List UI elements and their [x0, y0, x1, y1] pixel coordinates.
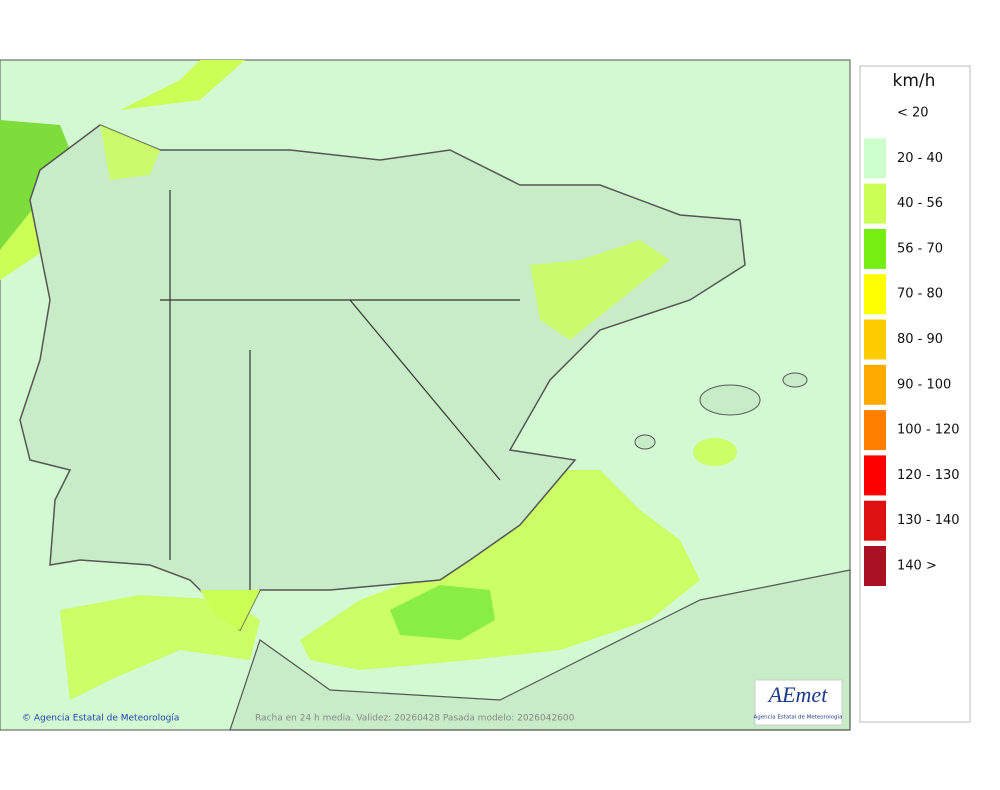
legend-label: 40 - 56: [897, 196, 943, 211]
legend-label: 100 - 120: [897, 423, 960, 438]
legend-swatch: [864, 93, 886, 133]
legend-swatch: [864, 319, 886, 360]
wind-zone: [390, 585, 495, 640]
logo-subtitle: Agencia Estatal de Meteorología: [754, 714, 843, 721]
logo-box: [754, 679, 843, 726]
legend-label: 90 - 100: [897, 377, 951, 392]
wind-zone: [60, 595, 260, 700]
legend-label: < 20: [897, 106, 929, 121]
africa: [229, 569, 851, 731]
legend-swatch: [864, 274, 886, 315]
region-border: [160, 190, 520, 590]
legend-swatch: [864, 410, 886, 451]
wind-zone: [530, 240, 670, 340]
map: © Agencia Estatal de Meteorología Racha …: [0, 59, 851, 731]
legend-swatch: [864, 500, 886, 541]
legend-swatch: [864, 228, 886, 269]
legend-swatch: [864, 455, 886, 496]
legend-title: km/h: [893, 71, 936, 91]
wind-zone: [693, 438, 737, 466]
wind-zone: [100, 125, 160, 180]
caption: Racha en 24 h media. Validez: 20260428 P…: [255, 714, 575, 724]
legend-label: 80 - 90: [897, 332, 943, 347]
logo: AEmet: [767, 682, 829, 707]
iberia: [19, 124, 746, 632]
legend-swatch: [864, 546, 886, 586]
legend-label: 56 - 70: [897, 241, 943, 256]
credit: © Agencia Estatal de Meteorología: [22, 714, 179, 724]
island: [634, 434, 656, 450]
island: [699, 384, 761, 416]
legend-swatch: [864, 183, 886, 224]
island: [782, 372, 808, 388]
wind-zone: [120, 60, 245, 110]
legend-swatch: [864, 138, 886, 179]
legend-label: 130 - 140: [897, 513, 960, 528]
legend-label: 70 - 80: [897, 287, 943, 302]
legend-label: 140 >: [897, 559, 937, 574]
legend-swatch: [864, 364, 886, 405]
legend-label: 120 - 130: [897, 468, 960, 483]
wind-zone: [200, 590, 260, 630]
legend: km/h < 20 20 - 40 40 - 56 56 - 70 70 - 80 80 …: [859, 65, 971, 723]
legend-label: 20 - 40: [897, 151, 943, 166]
